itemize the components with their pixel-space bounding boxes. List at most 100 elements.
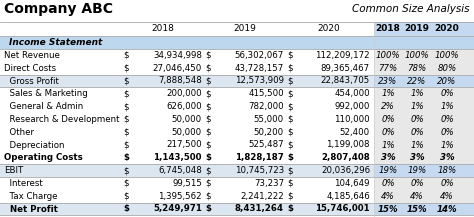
Text: $: $: [205, 115, 210, 124]
Text: $: $: [123, 179, 128, 188]
Text: $: $: [205, 77, 210, 85]
Bar: [0, 0, 474, 22]
Text: Common Size Analysis: Common Size Analysis: [353, 4, 470, 14]
Text: 19%: 19%: [378, 166, 398, 175]
Text: 15%: 15%: [378, 204, 398, 214]
Text: 8,431,264: 8,431,264: [235, 204, 284, 214]
Text: $: $: [205, 204, 211, 214]
Text: 0%: 0%: [381, 179, 395, 188]
Text: 34,934,998: 34,934,998: [153, 51, 202, 60]
Text: 217,500: 217,500: [166, 140, 202, 150]
Text: 626,000: 626,000: [166, 102, 202, 111]
Text: $: $: [205, 51, 210, 60]
Text: 99,515: 99,515: [172, 179, 202, 188]
Text: $: $: [123, 140, 128, 150]
Bar: [0, 22, 474, 36]
Bar: [374, 164, 474, 177]
Bar: [0, 36, 474, 49]
Text: 0%: 0%: [381, 115, 395, 124]
Bar: [374, 151, 474, 164]
Text: $: $: [287, 166, 292, 175]
Text: $: $: [205, 166, 210, 175]
Text: Sales & Marketing: Sales & Marketing: [4, 89, 88, 98]
Text: 15%: 15%: [407, 204, 428, 214]
Bar: [374, 49, 474, 62]
Text: Company ABC: Company ABC: [4, 2, 113, 16]
Text: 4,185,646: 4,185,646: [326, 192, 370, 201]
Text: 1%: 1%: [381, 140, 395, 150]
Text: 2018: 2018: [375, 24, 401, 33]
Text: 2018: 2018: [151, 24, 174, 33]
Text: 10,745,723: 10,745,723: [235, 166, 284, 175]
Text: $: $: [205, 64, 210, 73]
Text: 22,843,705: 22,843,705: [321, 77, 370, 85]
Text: 0%: 0%: [410, 179, 424, 188]
Text: 1,143,500: 1,143,500: [154, 153, 202, 162]
Text: 27,046,450: 27,046,450: [153, 64, 202, 73]
Text: $: $: [123, 89, 128, 98]
Text: 15,746,001: 15,746,001: [315, 204, 370, 214]
Text: $: $: [123, 128, 128, 137]
Text: $: $: [205, 128, 210, 137]
Text: 0%: 0%: [381, 128, 395, 137]
Text: 22%: 22%: [407, 77, 427, 85]
Text: 55,000: 55,000: [254, 115, 284, 124]
Text: 0%: 0%: [410, 115, 424, 124]
Bar: [374, 75, 474, 87]
Text: 2019: 2019: [404, 24, 429, 33]
Text: 415,500: 415,500: [248, 89, 284, 98]
Text: $: $: [205, 153, 211, 162]
Text: 3%: 3%: [410, 153, 424, 162]
Bar: [0, 151, 374, 164]
Text: Tax Charge: Tax Charge: [4, 192, 57, 201]
Text: 1%: 1%: [410, 140, 424, 150]
Text: Other: Other: [4, 128, 34, 137]
Text: 6,745,048: 6,745,048: [158, 166, 202, 175]
Text: 1,828,187: 1,828,187: [235, 153, 284, 162]
Text: 3%: 3%: [440, 153, 454, 162]
Text: 4%: 4%: [410, 192, 424, 201]
Text: 50,000: 50,000: [172, 115, 202, 124]
Text: $: $: [287, 128, 292, 137]
Text: $: $: [205, 192, 210, 201]
Bar: [374, 36, 474, 49]
Text: 1%: 1%: [440, 102, 454, 111]
Text: 2,807,408: 2,807,408: [321, 153, 370, 162]
Text: 4%: 4%: [440, 192, 454, 201]
Text: 80%: 80%: [438, 64, 456, 73]
Text: 12,573,909: 12,573,909: [235, 77, 284, 85]
Bar: [0, 113, 374, 126]
Text: 56,302,067: 56,302,067: [235, 51, 284, 60]
Text: 5,249,971: 5,249,971: [153, 204, 202, 214]
Bar: [374, 203, 474, 215]
Text: 2020: 2020: [317, 24, 340, 33]
Text: $: $: [287, 64, 292, 73]
Text: $: $: [123, 102, 128, 111]
Bar: [0, 49, 374, 62]
Text: $: $: [205, 140, 210, 150]
Text: 3%: 3%: [381, 153, 395, 162]
Bar: [0, 139, 374, 151]
Text: 0%: 0%: [440, 89, 454, 98]
Text: 112,209,172: 112,209,172: [315, 51, 370, 60]
Text: 20%: 20%: [438, 77, 456, 85]
Text: $: $: [123, 64, 128, 73]
Text: Net Profit: Net Profit: [4, 204, 58, 214]
Bar: [0, 62, 374, 75]
Text: $: $: [287, 89, 292, 98]
Text: 454,000: 454,000: [334, 89, 370, 98]
Text: 73,237: 73,237: [254, 179, 284, 188]
Bar: [0, 126, 374, 139]
Text: 43,728,157: 43,728,157: [235, 64, 284, 73]
Bar: [374, 177, 474, 190]
Text: Income Statement: Income Statement: [9, 38, 102, 47]
Text: Operating Costs: Operating Costs: [4, 153, 83, 162]
Text: $: $: [287, 153, 293, 162]
Text: 23%: 23%: [378, 77, 398, 85]
Text: 52,400: 52,400: [340, 128, 370, 137]
Bar: [0, 164, 374, 177]
Text: $: $: [287, 51, 292, 60]
Text: $: $: [287, 77, 292, 85]
Bar: [374, 139, 474, 151]
Text: 0%: 0%: [440, 179, 454, 188]
